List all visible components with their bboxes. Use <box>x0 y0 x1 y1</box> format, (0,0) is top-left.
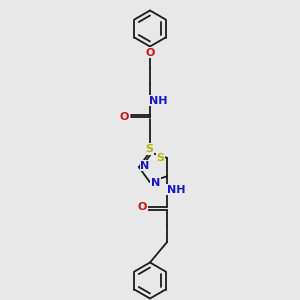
Text: N: N <box>151 178 160 188</box>
Text: S: S <box>145 144 153 154</box>
Text: NH: NH <box>149 95 168 106</box>
Text: NH: NH <box>167 185 185 195</box>
Text: N: N <box>140 160 149 171</box>
Text: S: S <box>157 153 164 163</box>
Text: O: O <box>137 202 147 212</box>
Text: O: O <box>119 112 129 122</box>
Text: O: O <box>145 47 155 58</box>
